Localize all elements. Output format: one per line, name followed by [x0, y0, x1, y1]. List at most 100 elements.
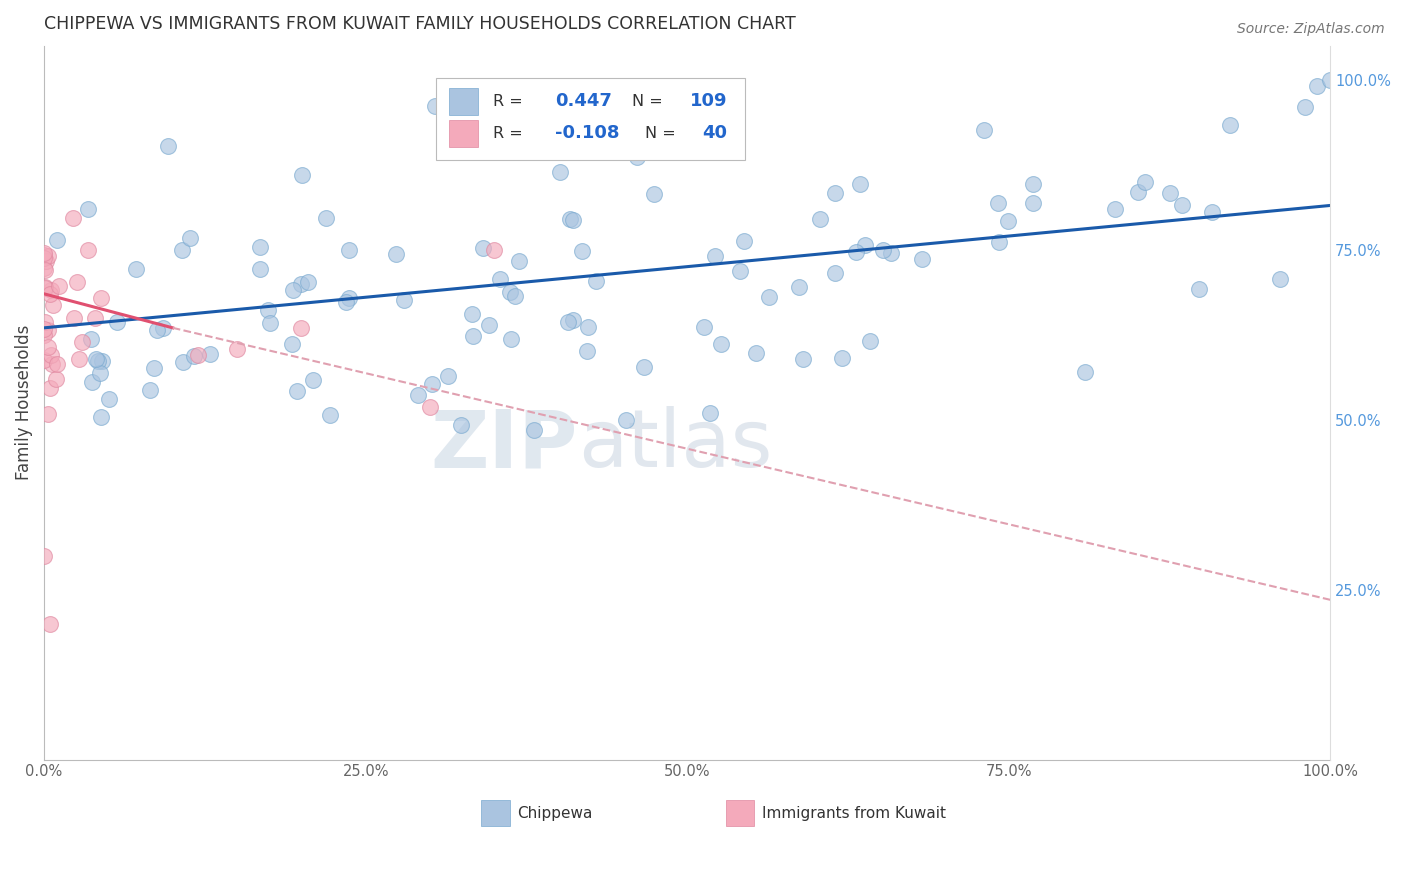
Point: [557, 315, 579, 329]
Point: [710, 337, 733, 351]
Point: [849, 177, 872, 191]
Point: [988, 235, 1011, 249]
Point: [561, 312, 583, 326]
Point: [463, 329, 485, 343]
Point: [63, 311, 86, 326]
Point: [792, 351, 814, 366]
Point: [86, 352, 108, 367]
Point: [90, 354, 112, 368]
Point: [1171, 197, 1194, 211]
Point: [406, 388, 429, 402]
Point: [249, 240, 271, 254]
Point: [97, 392, 120, 406]
Point: [67, 352, 90, 367]
Point: [32, 246, 55, 260]
Text: 109: 109: [690, 93, 727, 111]
Point: [172, 355, 194, 369]
Point: [824, 186, 846, 200]
Y-axis label: Family Households: Family Households: [15, 325, 32, 480]
Point: [70, 335, 93, 350]
Text: -0.108: -0.108: [555, 125, 619, 143]
Point: [62, 211, 84, 225]
Point: [283, 283, 305, 297]
Point: [576, 344, 599, 359]
Point: [335, 295, 357, 310]
Point: [478, 318, 501, 333]
Point: [32, 322, 55, 336]
Point: [1128, 185, 1150, 199]
Point: [699, 406, 721, 420]
Point: [1219, 118, 1241, 132]
Point: [484, 243, 506, 257]
Point: [571, 244, 593, 259]
Point: [585, 274, 607, 288]
Text: 0.447: 0.447: [555, 93, 612, 111]
Point: [187, 348, 209, 362]
Point: [911, 252, 934, 266]
Point: [146, 323, 169, 337]
Point: [38, 616, 60, 631]
Point: [198, 347, 221, 361]
Point: [142, 360, 165, 375]
Point: [84, 310, 107, 325]
Point: [285, 384, 308, 398]
Point: [508, 254, 530, 268]
Point: [488, 272, 510, 286]
Point: [45, 357, 67, 371]
Point: [505, 289, 527, 303]
Point: [853, 238, 876, 252]
Point: [41, 357, 63, 371]
Point: [1135, 175, 1157, 189]
Point: [733, 234, 755, 248]
Point: [34, 254, 56, 268]
Bar: [481, 800, 510, 826]
Point: [152, 320, 174, 334]
Point: [39, 283, 62, 297]
Point: [157, 138, 180, 153]
Point: [419, 401, 441, 415]
Point: [170, 243, 193, 257]
Text: Source: ZipAtlas.com: Source: ZipAtlas.com: [1237, 22, 1385, 37]
Point: [824, 265, 846, 279]
Point: [872, 243, 894, 257]
FancyBboxPatch shape: [436, 78, 745, 160]
Point: [880, 246, 903, 260]
Text: Immigrants from Kuwait: Immigrants from Kuwait: [762, 805, 946, 821]
Point: [32, 549, 55, 563]
Point: [37, 322, 59, 336]
Point: [179, 231, 201, 245]
Text: atlas: atlas: [578, 407, 772, 484]
Text: ZIP: ZIP: [430, 407, 578, 484]
Point: [422, 376, 444, 391]
Point: [77, 244, 100, 258]
Point: [80, 375, 103, 389]
Point: [302, 372, 325, 386]
Text: N =: N =: [631, 94, 668, 109]
Point: [290, 277, 312, 291]
Point: [859, 334, 882, 348]
Text: 40: 40: [703, 125, 728, 143]
Point: [90, 409, 112, 424]
Point: [37, 249, 59, 263]
Point: [745, 346, 768, 360]
Point: [37, 408, 59, 422]
Point: [385, 247, 408, 261]
Point: [499, 332, 522, 346]
Point: [39, 286, 62, 301]
Point: [90, 291, 112, 305]
Point: [76, 202, 98, 216]
Point: [32, 248, 55, 262]
Point: [461, 307, 484, 321]
Point: [1159, 186, 1181, 201]
Point: [1021, 196, 1043, 211]
Point: [259, 316, 281, 330]
Point: [249, 261, 271, 276]
Text: N =: N =: [645, 126, 681, 141]
Point: [643, 187, 665, 202]
Point: [42, 298, 65, 312]
Point: [558, 212, 581, 227]
Bar: [725, 800, 754, 826]
Point: [576, 319, 599, 334]
Point: [45, 371, 67, 385]
Point: [1188, 282, 1211, 296]
